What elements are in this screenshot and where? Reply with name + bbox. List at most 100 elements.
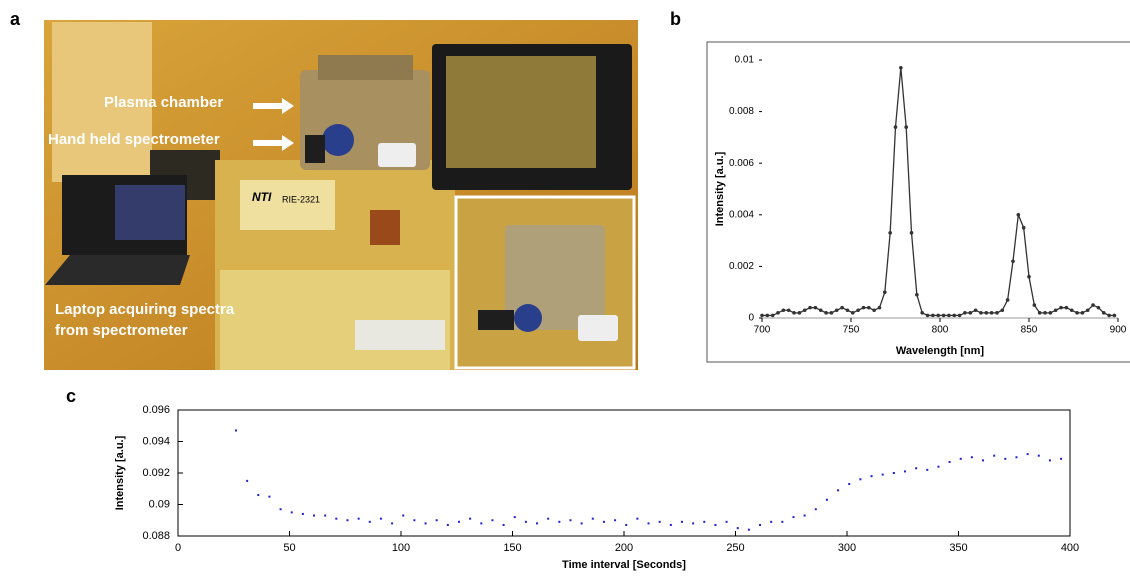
annotation: Plasma chamber <box>104 94 223 111</box>
y-tick-label: 0.096 <box>142 404 170 416</box>
point <box>569 519 572 522</box>
marker <box>947 313 951 318</box>
point <box>469 517 472 520</box>
chart-frame <box>706 41 1130 363</box>
point <box>803 514 806 517</box>
point <box>770 520 773 523</box>
marker <box>936 313 941 318</box>
marker <box>1032 303 1037 307</box>
point <box>446 523 449 526</box>
point <box>480 522 483 525</box>
x-axis-title: Time interval [Seconds] <box>562 559 686 571</box>
point <box>915 467 918 470</box>
marker <box>957 313 962 318</box>
marker <box>1005 298 1010 302</box>
x-tick-label: 0 <box>175 542 181 554</box>
marker <box>1112 313 1117 318</box>
point <box>1037 454 1040 457</box>
point <box>591 517 594 520</box>
y-tick-label: 0.01 <box>735 55 755 66</box>
marker <box>893 125 898 129</box>
x-tick-label: 350 <box>949 542 967 554</box>
point <box>1015 456 1018 459</box>
marker <box>952 313 957 318</box>
x-tick-label: 900 <box>1110 325 1127 336</box>
x-tick-label: 200 <box>615 542 633 554</box>
marker <box>1101 311 1106 315</box>
sign-text: NTI <box>252 190 272 204</box>
marker <box>1037 311 1042 315</box>
marker <box>920 311 924 315</box>
point <box>870 475 873 478</box>
point <box>825 498 828 501</box>
point <box>970 456 973 459</box>
marker <box>1107 313 1111 318</box>
point <box>324 514 327 517</box>
marker <box>888 231 892 235</box>
point <box>669 523 672 526</box>
point <box>625 523 628 526</box>
marker <box>1053 308 1058 313</box>
point <box>759 523 762 526</box>
point <box>658 520 661 523</box>
plot-frame <box>177 409 1071 537</box>
y-tick-label: 0.006 <box>729 158 754 169</box>
point <box>725 520 728 523</box>
marker <box>915 292 919 297</box>
marker <box>786 308 791 313</box>
point <box>736 527 739 530</box>
marker <box>1011 259 1015 264</box>
sign-text: RIE-2321 <box>282 194 320 204</box>
point <box>837 489 840 492</box>
point <box>892 472 895 474</box>
marker <box>883 290 887 295</box>
x-tick-label: 700 <box>754 325 771 336</box>
point <box>279 508 282 511</box>
point <box>926 468 929 471</box>
marker <box>1091 303 1095 307</box>
point <box>558 520 561 523</box>
marker <box>856 308 860 313</box>
point <box>357 517 360 520</box>
x-tick-label: 250 <box>726 542 744 554</box>
marker <box>829 311 834 315</box>
point <box>335 517 338 520</box>
panel-label: b <box>670 9 681 29</box>
y-axis-title: Intensity [a.u.] <box>114 435 126 510</box>
point <box>580 522 583 525</box>
point <box>680 520 683 523</box>
marker <box>1043 311 1047 315</box>
marker <box>840 305 844 310</box>
marker <box>1048 311 1053 315</box>
point <box>937 465 940 468</box>
marker <box>968 311 973 315</box>
marker <box>1096 305 1101 310</box>
panel-label: a <box>10 9 21 29</box>
point <box>881 473 884 476</box>
point <box>692 522 695 525</box>
point <box>1048 459 1051 462</box>
marker <box>818 308 823 313</box>
point <box>602 520 605 523</box>
marker <box>1064 305 1069 310</box>
annotation: Hand held spectrometer <box>48 131 220 148</box>
marker <box>850 311 855 315</box>
x-tick-label: 800 <box>932 325 949 336</box>
y-tick-label: 0.094 <box>142 435 170 447</box>
marker <box>877 305 882 310</box>
marker <box>979 311 983 315</box>
x-tick-label: 850 <box>1021 325 1038 336</box>
point <box>814 508 817 511</box>
point <box>903 470 906 473</box>
marker <box>765 313 770 318</box>
point <box>982 459 985 462</box>
point <box>290 511 293 514</box>
marker <box>867 305 871 310</box>
marker <box>909 231 914 235</box>
marker <box>845 308 850 313</box>
marker <box>808 305 812 310</box>
spectrum-line <box>762 67 1115 317</box>
marker <box>899 65 903 70</box>
